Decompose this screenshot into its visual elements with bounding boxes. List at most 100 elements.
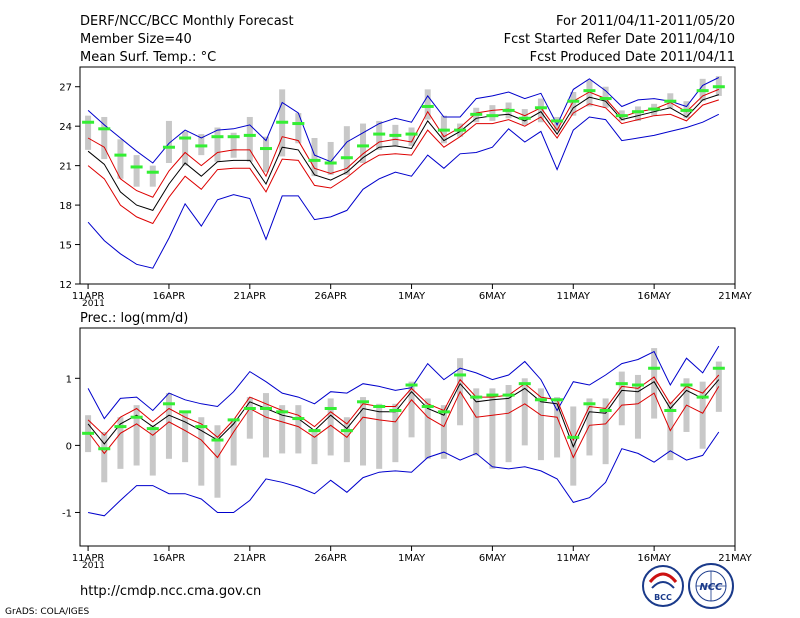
forecast-period: For 2011/04/11-2011/05/20 xyxy=(556,14,735,29)
ensemble-box xyxy=(634,106,641,121)
ensemble-box xyxy=(634,374,641,439)
ensemble-box xyxy=(198,417,205,486)
ensemble-box xyxy=(230,418,237,466)
ensemble-box xyxy=(165,120,172,164)
median-marker xyxy=(340,156,353,160)
grads-credit: GrADS: COLA/IGES xyxy=(5,607,89,617)
ensemble-box xyxy=(182,411,189,463)
median-marker xyxy=(162,145,175,149)
x-tick-label: 6MAY xyxy=(479,553,507,564)
ensemble-box xyxy=(214,425,221,498)
ensemble-box xyxy=(165,393,172,459)
median-marker xyxy=(421,104,434,108)
median-marker xyxy=(162,402,175,406)
y-tick-label: 18 xyxy=(59,201,72,212)
ensemble-box xyxy=(521,378,528,446)
median-marker xyxy=(454,373,467,377)
series-line-upper xyxy=(87,374,720,442)
median-marker xyxy=(470,395,483,399)
median-marker xyxy=(664,99,677,103)
median-marker xyxy=(308,158,321,162)
ensemble-box xyxy=(101,116,108,160)
x-tick-label: 11APR xyxy=(72,291,105,302)
ensemble-box xyxy=(295,405,302,454)
ensemble-box xyxy=(230,132,237,158)
median-marker xyxy=(421,404,434,408)
median-marker xyxy=(599,97,612,101)
series-line-max xyxy=(87,77,720,164)
x-tick-label: 16MAY xyxy=(637,553,671,564)
median-marker xyxy=(389,133,402,137)
x-tick-label: 21MAY xyxy=(718,291,752,302)
median-marker xyxy=(486,114,499,118)
median-marker xyxy=(98,447,111,451)
y-tick-label: 24 xyxy=(59,122,72,133)
y-tick-label: -1 xyxy=(62,508,72,519)
series-line-mean xyxy=(87,379,720,448)
temperature-year-label: 2011 xyxy=(82,299,105,309)
median-marker xyxy=(518,116,531,120)
median-marker xyxy=(292,122,305,126)
y-tick-label: 1 xyxy=(66,374,72,385)
ensemble-box xyxy=(262,393,269,458)
median-marker xyxy=(631,110,644,114)
median-marker xyxy=(308,429,321,433)
median-marker xyxy=(243,133,256,137)
median-marker xyxy=(680,383,693,387)
median-marker xyxy=(648,107,661,111)
median-marker xyxy=(340,429,353,433)
median-marker xyxy=(631,383,644,387)
y-tick-label: 15 xyxy=(59,241,72,252)
median-marker xyxy=(276,410,289,414)
x-tick-label: 1MAY xyxy=(398,291,426,302)
x-tick-label: 21MAY xyxy=(718,553,752,564)
ensemble-box xyxy=(360,397,367,466)
produced-date: Fcst Produced Date 2011/04/11 xyxy=(530,50,735,65)
ensemble-box xyxy=(489,388,496,469)
precipitation-year-label: 2011 xyxy=(82,561,105,571)
y-tick-label: 21 xyxy=(59,162,72,173)
ensemble-box xyxy=(117,139,124,179)
median-marker xyxy=(259,147,272,151)
series-line-mean xyxy=(87,94,719,211)
ensemble-box xyxy=(392,403,399,463)
x-tick-label: 11APR xyxy=(72,553,105,564)
series-line-max xyxy=(87,345,720,420)
median-marker xyxy=(276,120,289,124)
median-marker xyxy=(502,108,515,112)
x-tick-label: 11MAY xyxy=(557,291,591,302)
median-marker xyxy=(712,85,725,89)
median-marker xyxy=(405,383,418,387)
ensemble-box xyxy=(295,113,302,144)
median-marker xyxy=(680,108,693,112)
median-marker xyxy=(243,406,256,410)
median-marker xyxy=(648,366,661,370)
ensemble-box xyxy=(618,371,625,426)
median-marker xyxy=(211,438,224,442)
median-marker xyxy=(292,417,305,421)
median-marker xyxy=(470,112,483,116)
ensemble-box xyxy=(101,431,108,483)
ensemble-box xyxy=(262,136,269,173)
median-marker xyxy=(389,409,402,413)
x-tick-label: 16APR xyxy=(153,553,186,564)
ensemble-box xyxy=(586,398,593,456)
median-marker xyxy=(146,170,159,174)
median-marker xyxy=(82,120,95,124)
figure-title: DERF/NCC/BCC Monthly Forecast xyxy=(80,14,294,29)
median-marker xyxy=(551,398,564,402)
median-marker xyxy=(696,89,709,93)
y-tick-label: 12 xyxy=(59,280,72,291)
ensemble-box xyxy=(149,165,156,187)
median-marker xyxy=(534,106,547,110)
ensemble-box xyxy=(376,403,383,469)
bcc-logo-text: BCC xyxy=(654,593,672,602)
median-marker xyxy=(664,409,677,413)
precipitation-plot-area xyxy=(82,345,725,517)
median-marker xyxy=(259,406,272,410)
median-marker xyxy=(114,425,127,429)
series-line-min xyxy=(87,113,720,269)
median-marker xyxy=(437,410,450,414)
bcc-logo: BCC xyxy=(642,565,684,607)
temperature-plot-area xyxy=(82,76,725,269)
